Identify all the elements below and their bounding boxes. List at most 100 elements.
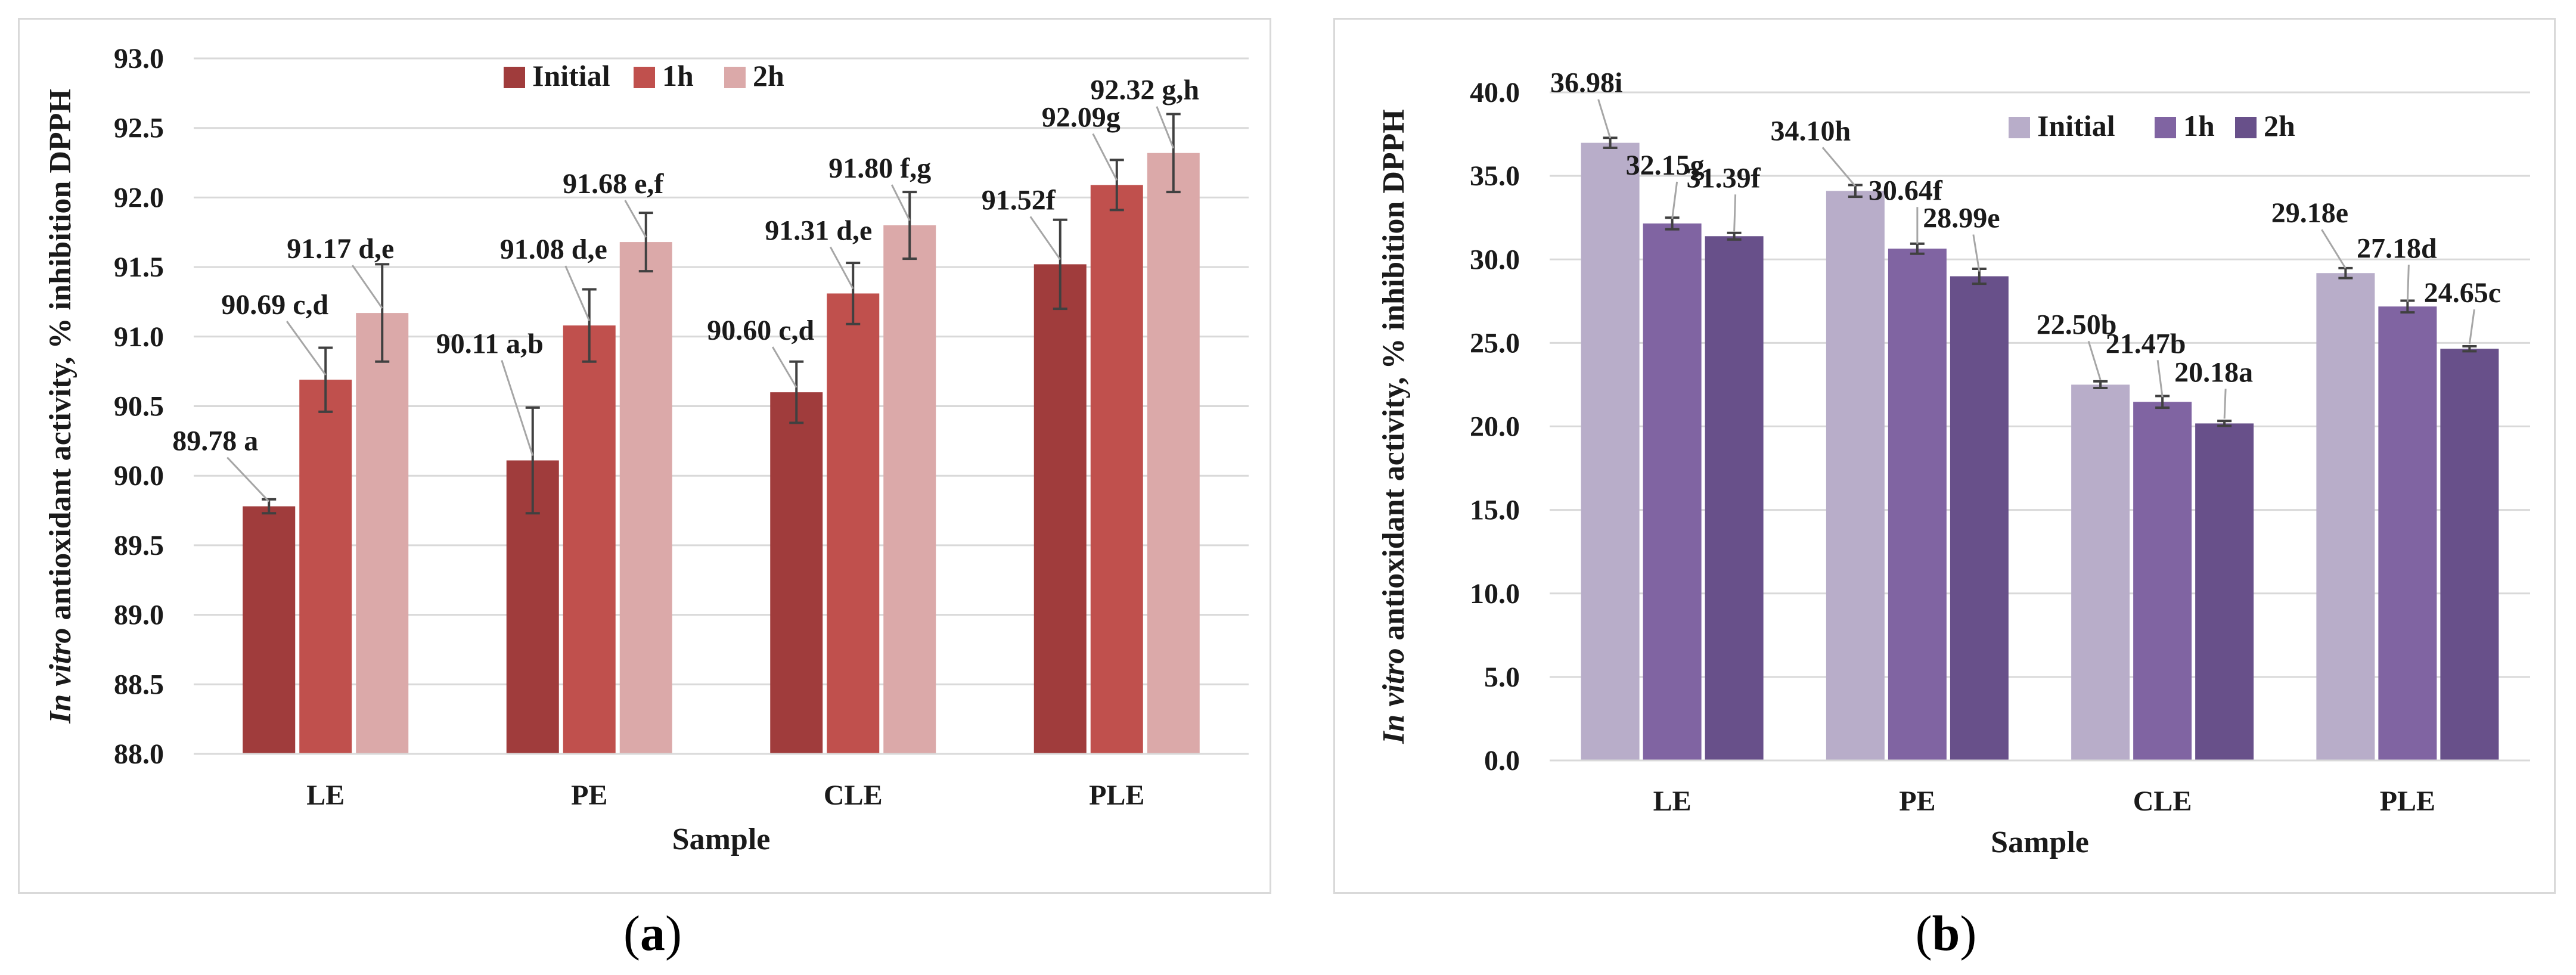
legend-swatch-Initial — [504, 67, 525, 88]
data-label: 91.80 f,g — [828, 153, 931, 184]
data-label: 34.10h — [1771, 115, 1851, 147]
bar-Initial-CLE — [2071, 384, 2130, 760]
bar-2h-PE — [1950, 276, 2009, 760]
data-label: 91.52f — [982, 184, 1056, 216]
label-leader-line — [352, 265, 383, 309]
y-axis-label-italic: In vitro — [1377, 640, 1411, 744]
bar-Initial-LE — [1581, 142, 1640, 760]
y-tick-label: 30.0 — [1470, 244, 1520, 275]
bar-2h-PLE — [1147, 153, 1200, 754]
y-axis-label: In vitro antioxidant activity, % inhibit… — [1377, 109, 1411, 744]
bar-2h-CLE — [2195, 423, 2254, 760]
bar-Initial-PLE — [1033, 264, 1087, 754]
x-tick-label: PE — [571, 780, 607, 811]
bar-Initial-CLE — [770, 392, 823, 754]
y-tick-label: 89.0 — [114, 600, 164, 631]
label-leader-line — [2406, 265, 2410, 302]
x-tick-label: PLE — [2380, 785, 2435, 817]
data-label: 90.60 c,d — [707, 315, 814, 346]
data-label: 20.18a — [2174, 356, 2253, 388]
data-label: 92.09g — [1042, 101, 1121, 133]
label-leader-line — [1092, 133, 1118, 181]
bar-1h-CLE — [827, 293, 880, 754]
bar-2h-PLE — [2440, 349, 2499, 760]
data-label: 31.39f — [1687, 162, 1761, 194]
bar-1h-CLE — [2133, 402, 2192, 760]
x-axis-label: Sample — [1991, 825, 2089, 859]
y-tick-label: 88.0 — [114, 738, 164, 770]
y-tick-label: 90.5 — [114, 391, 164, 423]
y-tick-label: 0.0 — [1484, 745, 1520, 777]
y-axis-label-italic: In vitro — [44, 620, 77, 724]
legend-label: 2h — [753, 59, 784, 92]
bar-Initial-LE — [243, 506, 296, 754]
legend-label: 1h — [2183, 109, 2215, 142]
x-tick-label: PE — [1899, 785, 1935, 817]
label-leader-line — [1733, 194, 1737, 232]
bar-1h-LE — [1643, 223, 1702, 761]
y-tick-label: 25.0 — [1470, 327, 1520, 359]
legend-swatch-2h — [2235, 117, 2257, 138]
legend-label: Initial — [2037, 109, 2115, 142]
x-tick-label: LE — [1653, 785, 1692, 817]
y-axis-label: In vitro antioxidant activity, % inhibit… — [44, 89, 77, 724]
label-leader-line — [1972, 234, 1981, 272]
data-label: 27.18d — [2357, 232, 2437, 264]
x-tick-label: CLE — [2133, 785, 2192, 817]
x-axis-label: Sample — [672, 822, 771, 856]
legend: Initial 1h 2h — [504, 59, 784, 92]
bar-1h-PLE — [1090, 185, 1143, 754]
y-axis-label-rest: antioxidant activity, % inhibition DPPH — [44, 89, 77, 620]
legend-swatch-1h — [2155, 117, 2176, 138]
data-label: 32.15g — [1626, 150, 1705, 181]
legend-label: 1h — [662, 59, 694, 92]
y-tick-label: 20.0 — [1470, 411, 1520, 443]
y-tick-label: 88.5 — [114, 669, 164, 700]
legend-label: Initial — [532, 59, 610, 92]
data-label: 91.68 e,f — [563, 168, 664, 200]
legend-swatch-Initial — [2009, 117, 2030, 138]
y-tick-label: 91.5 — [114, 251, 164, 283]
bar-1h-PLE — [2378, 306, 2437, 760]
y-tick-label: 92.0 — [114, 182, 164, 213]
label-leader-line — [2321, 229, 2347, 269]
bar-2h-LE — [356, 313, 409, 754]
label-leader-line — [501, 360, 534, 456]
label-leader-line — [1156, 106, 1175, 149]
label-leader-line — [771, 346, 797, 388]
label-leader-line — [2087, 340, 2102, 380]
panel-label-b: (b) — [1915, 906, 1977, 961]
data-label: 28.99e — [1923, 203, 2000, 234]
y-tick-label: 5.0 — [1484, 662, 1520, 693]
label-leader-line — [2156, 360, 2164, 398]
data-label: 36.98i — [1550, 67, 1622, 99]
y-tick-label: 93.0 — [114, 43, 164, 74]
x-tick-label: CLE — [824, 780, 883, 811]
chart-a: 88.0 88.5 89.0 89.5 90.0 90.5 91.0 91.5 92.0 92.5… — [44, 43, 1249, 856]
bar-Initial-PE — [1826, 191, 1885, 760]
chart-b: 0.0 5.0 10.0 15.0 20.0 25.0 30.0 35.0 40.0 In vit… — [1377, 67, 2530, 859]
bar-1h-PE — [1888, 249, 1947, 761]
y-tick-label: 91.0 — [114, 321, 164, 353]
data-label: 90.11 a,b — [436, 328, 544, 360]
y-tick-label: 10.0 — [1470, 578, 1520, 610]
label-leader-line — [624, 200, 647, 238]
bar-2h-PE — [619, 242, 672, 754]
legend: Initial 1h 2h — [2009, 109, 2295, 142]
bar-Initial-PLE — [2316, 273, 2375, 761]
data-label: 24.65c — [2424, 277, 2501, 309]
data-label: 90.69 c,d — [221, 289, 328, 321]
label-leader-line — [1029, 216, 1061, 260]
label-leader-line — [564, 265, 591, 321]
bar-2h-CLE — [883, 225, 936, 754]
label-leader-line — [2468, 309, 2475, 344]
y-tick-label: 92.5 — [114, 113, 164, 144]
data-label: 22.50b — [2037, 309, 2117, 340]
y-tick-label: 90.0 — [114, 460, 164, 492]
label-leader-line — [1821, 147, 1857, 187]
data-label: 89.78 a — [172, 426, 258, 457]
label-leader-line — [286, 321, 327, 376]
data-label: 91.17 d,e — [287, 233, 394, 265]
label-leader-line — [2223, 389, 2227, 419]
